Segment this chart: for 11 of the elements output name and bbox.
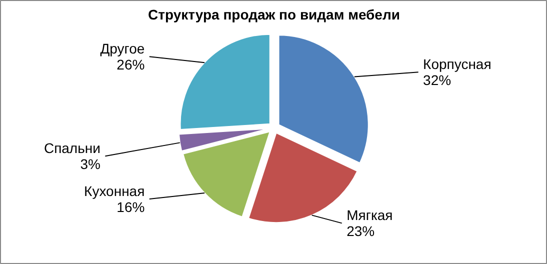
slice-label: Мягкая xyxy=(346,207,393,224)
slice-label: Кухонная xyxy=(84,182,145,199)
data-label: 23% xyxy=(346,223,375,240)
data-label: 32% xyxy=(423,72,452,88)
slice-label: Спальни xyxy=(44,140,100,156)
data-label: 3% xyxy=(80,156,100,172)
slice-label: Другое xyxy=(100,40,145,57)
data-label: 26% xyxy=(116,56,145,73)
chart-title: Структура продаж по видам мебели xyxy=(148,6,400,23)
data-label: 16% xyxy=(116,198,145,215)
slice-label: Корпусная xyxy=(423,56,492,72)
